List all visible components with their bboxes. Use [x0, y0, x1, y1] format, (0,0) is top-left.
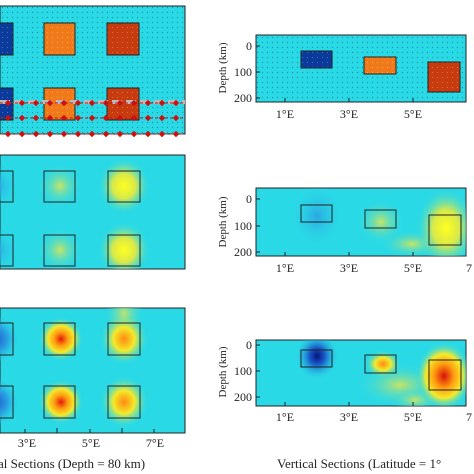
recovery2-horizontal-panel: 3°E 5°E 7°E: [0, 307, 186, 450]
recovery1-vertical-panel: 0 100 200 Depth (km) 1°E 3°E 5°E 7: [217, 187, 472, 275]
v2-ylabel: Depth (km): [217, 196, 229, 247]
anomaly-dark-top: [106, 22, 140, 56]
v2-xtick-1e: 1°E: [276, 261, 294, 275]
station-marker: [144, 114, 152, 122]
model-vertical-panel: 0 100 200 Depth (km) 1°E 3°E 5°E: [217, 34, 467, 121]
v2-xtick-7: 7: [466, 261, 472, 275]
station-marker: [158, 130, 166, 138]
station-marker: [172, 99, 180, 107]
station-marker: [88, 114, 96, 122]
station-marker: [102, 99, 110, 107]
station-marker: [4, 114, 12, 122]
h-xtick-3e: 3°E: [18, 436, 36, 450]
model-horizontal-panel: [0, 5, 186, 138]
station-marker: [130, 114, 138, 122]
station-marker: [46, 114, 54, 122]
station-marker: [130, 130, 138, 138]
station-marker: [60, 130, 68, 138]
station-marker: [116, 130, 124, 138]
v-anomaly-dark: [427, 61, 461, 93]
v3-xtick-3e: 3°E: [340, 410, 358, 424]
v2-xtick-5e: 5°E: [404, 261, 422, 275]
v2-ytick-200: 200: [234, 245, 252, 259]
v3-xtick-5e: 5°E: [404, 410, 422, 424]
station-marker: [60, 114, 68, 122]
v3-ylabel: Depth (km): [217, 346, 229, 397]
caption-horizontal: al Sections (Depth = 80 km): [0, 456, 145, 471]
v3-xtick-1e: 1°E: [276, 410, 294, 424]
station-marker: [144, 130, 152, 138]
station-marker: [32, 114, 40, 122]
station-grid: [0, 99, 185, 138]
h-xtick-5e: 5°E: [82, 436, 100, 450]
recovery1-horizontal-panel: [0, 154, 186, 270]
v2-ytick-0: 0: [246, 192, 252, 206]
station-marker: [74, 99, 82, 107]
v1-xtick-1e: 1°E: [276, 107, 294, 121]
station-marker: [158, 114, 166, 122]
v1-xtick-3e: 3°E: [340, 107, 358, 121]
station-marker: [4, 99, 12, 107]
station-marker: [74, 130, 82, 138]
station-marker: [18, 130, 26, 138]
station-marker: [130, 99, 138, 107]
station-marker: [32, 130, 40, 138]
station-marker: [18, 114, 26, 122]
station-marker: [116, 99, 124, 107]
station-marker: [46, 99, 54, 107]
station-marker: [32, 99, 40, 107]
anomaly-blue-top: [0, 22, 14, 56]
v1-ytick-100: 100: [234, 65, 252, 79]
station-marker: [60, 99, 68, 107]
v3-xtick-7: 7: [466, 410, 472, 424]
anomaly-orange-top: [43, 22, 76, 56]
station-marker: [102, 130, 110, 138]
station-marker: [4, 130, 12, 138]
v2-ytick-100: 100: [234, 219, 252, 233]
v1-ytick-200: 200: [234, 91, 252, 105]
v3-ytick-100: 100: [234, 364, 252, 378]
station-marker: [46, 130, 54, 138]
v3-ytick-200: 200: [234, 390, 252, 404]
station-marker: [102, 114, 110, 122]
v1-xtick-5e: 5°E: [404, 107, 422, 121]
station-marker: [172, 130, 180, 138]
station-marker: [88, 130, 96, 138]
station-marker: [88, 99, 96, 107]
v-anomaly-orange: [363, 56, 397, 75]
v1-ylabel: Depth (km): [217, 42, 229, 93]
station-marker: [74, 114, 82, 122]
caption-vertical: Vertical Sections (Latitude = 1°: [277, 456, 441, 471]
station-marker: [116, 114, 124, 122]
h-xtick-7e: 7°E: [146, 436, 164, 450]
v1-ytick-0: 0: [246, 39, 252, 53]
v3-ytick-0: 0: [246, 338, 252, 352]
station-marker: [144, 99, 152, 107]
station-marker: [172, 114, 180, 122]
station-marker: [158, 99, 166, 107]
station-marker: [18, 99, 26, 107]
v-anomaly-blue: [300, 50, 333, 69]
v2-xtick-3e: 3°E: [340, 261, 358, 275]
recovery2-vertical-panel: 0 100 200 Depth (km) 1°E 3°E 5°E 7: [217, 338, 472, 424]
